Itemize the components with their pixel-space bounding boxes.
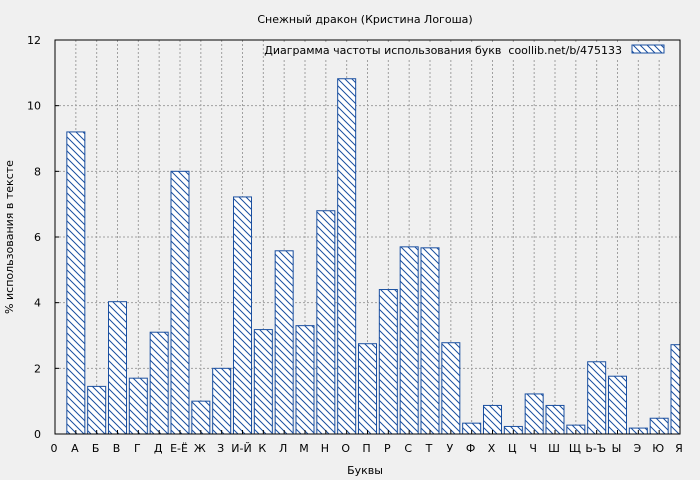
x-tick-label: Б: [92, 442, 100, 455]
legend-swatch: [631, 44, 665, 54]
x-tick-label: М: [299, 442, 309, 455]
bar: [378, 289, 398, 435]
x-tick-label: Г: [134, 442, 141, 455]
y-tick-label: 4: [34, 297, 41, 310]
x-tick-label: Т: [425, 442, 433, 455]
x-tick-label: Х: [488, 442, 496, 455]
x-tick-label: А: [71, 442, 79, 455]
y-tick-label: 10: [27, 100, 41, 113]
x-axis-label: Буквы: [347, 464, 383, 477]
bar: [587, 361, 607, 435]
x-tick-label: К: [258, 442, 266, 455]
bar: [128, 377, 148, 435]
x-tick-label: Ю: [652, 442, 664, 455]
x-tick-label: 0: [51, 442, 58, 455]
bar: [66, 131, 86, 435]
bar: [253, 329, 273, 435]
x-tick-label: Р: [384, 442, 391, 455]
bar: [545, 404, 565, 435]
x-tick-label: Ш: [548, 442, 560, 455]
x-tick-label: Ф: [466, 442, 475, 455]
legend-background: [277, 42, 677, 58]
y-tick-label: 2: [34, 362, 41, 375]
y-axis-ticks: 0 2 4 6 8 10 12: [27, 34, 59, 441]
y-tick-label: 12: [27, 34, 41, 47]
x-tick-label: Н: [321, 442, 329, 455]
bar: [149, 331, 169, 435]
y-tick-label: 6: [34, 231, 41, 244]
x-tick-label: Ь-Ъ: [585, 442, 606, 455]
bar: [295, 325, 315, 435]
x-tick-label: З: [217, 442, 224, 455]
bar: [524, 393, 544, 435]
x-tick-label: П: [362, 442, 370, 455]
bar: [233, 196, 252, 435]
x-tick-label: Д: [154, 442, 163, 455]
bar: [316, 210, 336, 435]
chart-title: Снежный дракон (Кристина Логоша): [257, 13, 472, 26]
bar: [399, 246, 419, 435]
bar: [87, 385, 107, 435]
bar: [420, 247, 440, 435]
x-axis-ticks: 0 А Б В Г Д Е-Ё Ж З И-Й К Л М Н О П Р С Т У Ф Х Ц Ч Ш Щ Ь-Ъ Ы Э Ю Я: [51, 430, 683, 455]
x-tick-label: И-Й: [231, 442, 251, 455]
x-tick-label: Я: [675, 442, 683, 455]
x-tick-label: Е-Ё: [170, 442, 188, 455]
bar: [441, 342, 461, 435]
y-tick-label: 0: [34, 428, 41, 441]
y-axis-label: % использования в тексте: [3, 160, 16, 314]
x-tick-label: С: [404, 442, 412, 455]
x-tick-label: Щ: [569, 442, 581, 455]
x-tick-label: В: [113, 442, 121, 455]
x-tick-label: О: [341, 442, 350, 455]
bars: [66, 78, 681, 435]
bar: [670, 344, 681, 435]
bar: [483, 404, 502, 435]
legend: Диаграмма частоты использования букв coo…: [264, 42, 677, 58]
x-tick-label: Ж: [194, 442, 206, 455]
bar: [274, 250, 294, 435]
bar: [212, 367, 232, 435]
bar: [337, 78, 357, 435]
bar: [191, 400, 211, 435]
bar: [108, 301, 127, 435]
x-tick-label: Л: [279, 442, 287, 455]
y-tick-label: 8: [34, 165, 41, 178]
x-tick-label: Ы: [612, 442, 622, 455]
bar: [608, 375, 627, 435]
x-tick-label: Э: [633, 442, 641, 455]
x-tick-label: Ц: [508, 442, 517, 455]
bar: [170, 170, 190, 435]
x-tick-label: У: [446, 442, 453, 455]
legend-label: Диаграмма частоты использования букв coo…: [264, 44, 622, 57]
bar: [358, 343, 377, 435]
x-tick-label: Ч: [529, 442, 537, 455]
